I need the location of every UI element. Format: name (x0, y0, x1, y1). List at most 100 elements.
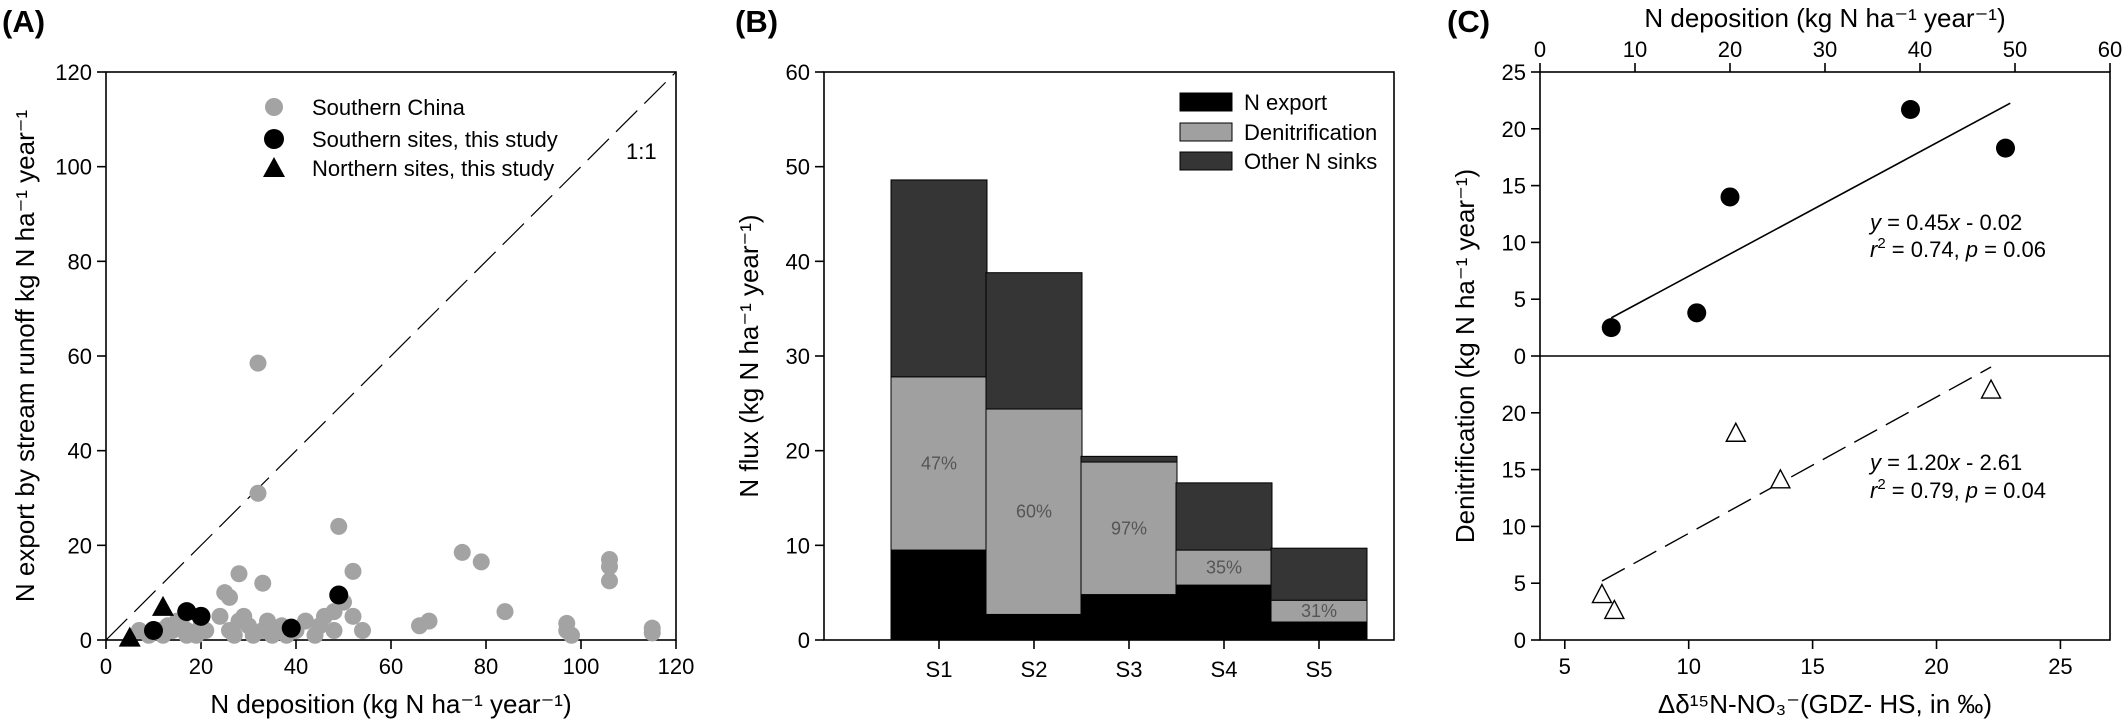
panel-c-top-x-tick-label: 0 (1534, 37, 1546, 62)
bar-n-export (985, 613, 1083, 641)
panel-c-bottom-x-axis: 5 10 15 20 25 (1559, 640, 2073, 679)
panel-b-y-tick-label: 30 (786, 344, 810, 369)
southern-china-point (249, 484, 267, 502)
panel-a-x-tick-label: 120 (658, 654, 695, 679)
panel-c: (C) 0 10 20 30 40 50 60 5 10 15 20 25 0 5 10 15 20 25 0 5… (1447, 3, 2122, 719)
panel-a-x-tick-label: 0 (100, 654, 112, 679)
panel-c-upper-series (1601, 99, 2015, 338)
lower-data-point (1725, 421, 1747, 442)
panel-b-category-label: S2 (1021, 657, 1048, 682)
panel-c-lower-y-tick-label: 5 (1514, 571, 1526, 596)
panel-c-top-x-tick-label: 40 (1908, 37, 1932, 62)
upper-data-point (1901, 99, 1920, 119)
panel-a-legend: Southern China Southern sites, this stud… (263, 95, 558, 181)
upper-data-point (1601, 318, 1621, 338)
panel-c-y-axis: 0 5 10 15 20 25 0 5 10 15 20 (1502, 60, 1540, 653)
panel-a-y-axis-label: N export by stream runoff kg N ha⁻¹ year… (10, 110, 40, 603)
panel-b-y-tick-label: 50 (786, 155, 810, 180)
denitrification-percent-label: 47% (921, 453, 957, 473)
panel-c-top-x-tick-label: 30 (1813, 37, 1837, 62)
one-to-one-line (105, 71, 677, 641)
panel-a-x-tick-label: 80 (474, 654, 498, 679)
panel-a-x-axis: 0 20 40 60 80 100 120 (100, 640, 694, 679)
panel-b-legend: N export Denitrification Other N sinks (1179, 90, 1377, 174)
legend-label-other-n-sinks: Other N sinks (1244, 149, 1377, 174)
legend-swatch-n-export (1179, 92, 1233, 112)
bar-other-n-sinks (1080, 455, 1178, 463)
southern-china-point (330, 517, 348, 535)
upper-regression-stats: r2 = 0.74, p = 0.06 (1870, 235, 2046, 262)
southern-china-point (601, 558, 618, 576)
panel-b-category-label: S3 (1116, 657, 1143, 682)
panel-c-top-x-tick-label: 50 (2003, 37, 2027, 62)
southern-site-point (191, 606, 211, 626)
panel-c-upper-y-tick-label: 10 (1502, 230, 1526, 255)
panel-a-label: (A) (2, 4, 45, 39)
legend-marker-northern-sites (263, 157, 285, 177)
panel-b-category-label: S4 (1211, 657, 1238, 682)
legend-label-denitrification: Denitrification (1244, 120, 1377, 145)
panel-c-bottom-x-tick-label: 20 (1924, 654, 1948, 679)
panel-c-bottom-x-tick-label: 10 (1676, 654, 1700, 679)
panel-b-category-label: S1 (926, 657, 953, 682)
panel-c-upper-y-tick-label: 5 (1514, 287, 1526, 312)
panel-a-x-tick-label: 40 (284, 654, 308, 679)
panel-c-upper-y-tick-label: 25 (1502, 60, 1526, 85)
bar-n-export (1175, 584, 1273, 641)
southern-site-point (281, 618, 301, 638)
bar-denitrification (985, 408, 1083, 615)
bar-denitrification (1080, 461, 1178, 596)
southern-china-point (601, 572, 618, 590)
denitrification-percent-label: 31% (1301, 601, 1337, 621)
southern-china-point (230, 565, 248, 583)
southern-china-point (563, 626, 580, 644)
southern-china-point (254, 574, 272, 592)
panel-b-label: (B) (735, 4, 778, 39)
panel-b-y-tick-label: 10 (786, 533, 810, 558)
panel-c-bottom-x-tick-label: 25 (2048, 654, 2072, 679)
southern-china-point (249, 354, 267, 372)
panel-c-label: (C) (1447, 4, 1490, 39)
legend-marker-southern-china (265, 98, 283, 116)
upper-regression-line (1610, 102, 2011, 319)
panel-a-x-tick-label: 60 (379, 654, 403, 679)
panel-b-y-axis: 0 10 20 30 40 50 60 (786, 60, 824, 653)
southern-china-point (354, 622, 371, 640)
panel-c-top-x-axis-label: N deposition (kg N ha⁻¹ year⁻¹) (1644, 3, 2005, 33)
legend-marker-southern-sites (264, 129, 284, 149)
panel-c-upper-y-tick-label: 0 (1514, 344, 1526, 369)
southern-china-point (344, 562, 362, 580)
lower-data-point (1769, 468, 1792, 489)
southern-china-point (420, 612, 438, 630)
northern-site-point (118, 626, 141, 647)
bar-n-export (1270, 621, 1368, 641)
bar-other-n-sinks (1270, 547, 1368, 601)
southern-china-point (211, 607, 229, 625)
southern-site-point (329, 585, 349, 605)
southern-china-point (344, 607, 362, 625)
lower-regression-stats: r2 = 0.79, p = 0.04 (1870, 476, 2046, 503)
legend-swatch-other-n-sinks (1179, 151, 1233, 171)
panel-c-top-x-tick-label: 60 (2098, 37, 2122, 62)
bar-n-export (890, 549, 988, 641)
panel-b: (B) 0 10 20 30 40 50 60 47% 60% 97% 35% 31% S1 S2 S3… (734, 4, 1395, 682)
panel-c-lower-y-tick-label: 20 (1502, 401, 1526, 426)
panel-c-top-x-tick-label: 10 (1623, 37, 1647, 62)
panel-c-bottom-x-axis-label: Δδ¹⁵N-NO₃⁻(GDZ- HS, in ‰) (1658, 689, 1992, 719)
panel-a-points (118, 354, 661, 647)
southern-china-point (197, 622, 215, 640)
panel-b-y-tick-label: 0 (798, 628, 810, 653)
southern-china-point (297, 612, 314, 630)
legend-label-southern-sites: Southern sites, this study (312, 127, 558, 152)
upper-data-point (1720, 187, 1740, 207)
upper-data-point (1996, 138, 2015, 158)
legend-label-northern-sites: Northern sites, this study (312, 156, 554, 181)
lower-regression-equation: y = 1.20x - 2.61 (1868, 450, 2022, 475)
lower-data-point (1603, 598, 1626, 620)
panel-a-y-tick-label: 100 (55, 155, 92, 180)
panel-c-top-x-axis: 0 10 20 30 40 50 60 (1534, 37, 2122, 72)
legend-label-n-export: N export (1244, 90, 1327, 115)
panel-c-upper-y-tick-label: 15 (1502, 174, 1526, 199)
panel-c-lower-series (1591, 366, 2002, 620)
